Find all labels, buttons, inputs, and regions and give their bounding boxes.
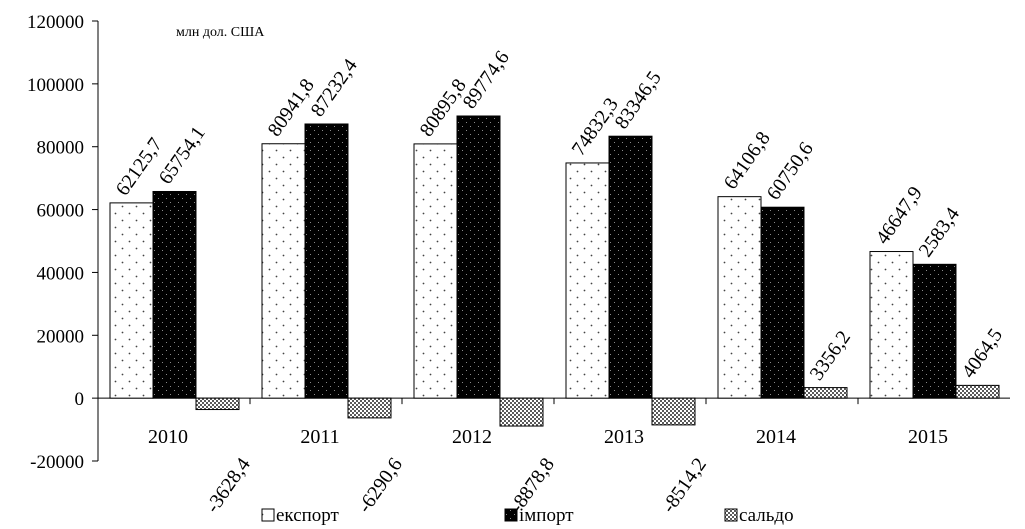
bar-експорт-2014 bbox=[717, 196, 762, 399]
y-tick-label: 20000 bbox=[37, 326, 85, 347]
legend-swatch-експорт bbox=[261, 508, 275, 522]
data-label-імпорт: 83346,5 bbox=[611, 67, 666, 133]
category-label: 2012 bbox=[452, 426, 492, 448]
y-tick-label: 60000 bbox=[37, 201, 85, 222]
bar-імпорт-2010 bbox=[152, 190, 197, 399]
unit-label: млн дол. США bbox=[176, 25, 265, 40]
data-label-сальдо: 3356,2 bbox=[806, 327, 856, 385]
category-label: 2010 bbox=[148, 426, 188, 448]
y-tick-label: 80000 bbox=[37, 138, 85, 159]
bar-сальдо-2010 bbox=[195, 397, 240, 411]
bar-імпорт-2013 bbox=[608, 135, 653, 399]
y-tick-label: 120000 bbox=[27, 12, 84, 33]
bar-імпорт-2011 bbox=[304, 123, 349, 399]
data-label-сальдо: 4064,5 bbox=[958, 325, 1008, 383]
category-label: 2011 bbox=[300, 426, 339, 448]
legend-label-експорт: експорт bbox=[276, 505, 340, 526]
bar-імпорт-2012 bbox=[456, 115, 501, 399]
category-label: 2014 bbox=[756, 426, 796, 448]
bar-сальдо-2012 bbox=[499, 397, 544, 427]
bar-експорт-2013 bbox=[565, 162, 610, 399]
bar-сальдо-2015 bbox=[955, 384, 1000, 399]
data-label-імпорт: 65754,1 bbox=[155, 122, 210, 188]
bar-сальдо-2013 bbox=[651, 397, 696, 426]
y-tick-label: 0 bbox=[75, 389, 85, 410]
bar-імпорт-2014 bbox=[760, 206, 805, 399]
y-tick-label: 100000 bbox=[27, 75, 84, 96]
bar-експорт-2012 bbox=[413, 143, 458, 399]
bar-сальдо-2014 bbox=[803, 387, 848, 399]
data-label-експорт: 62125,7 bbox=[112, 134, 167, 200]
y-axis-ticks: 120000 100000 80000 60000 40000 20000 0 -20000 bbox=[27, 12, 98, 473]
legend: експорт імпорт сальдо bbox=[261, 505, 794, 526]
data-label-імпорт: 2583,4 bbox=[915, 204, 965, 262]
data-label-імпорт: 89774,6 bbox=[459, 47, 514, 113]
bar-сальдо-2011 bbox=[347, 397, 392, 419]
category-labels: 2010 2011 2012 2013 2014 2015 bbox=[97, 398, 948, 448]
category-label: 2015 bbox=[908, 426, 948, 448]
category-label: 2013 bbox=[604, 426, 644, 448]
data-label-сальдо: -6290,6 bbox=[354, 454, 407, 517]
data-label-експорт: 46647,9 bbox=[872, 183, 927, 249]
legend-swatch-імпорт bbox=[504, 508, 518, 522]
y-tick-label: -20000 bbox=[30, 452, 84, 473]
bars bbox=[109, 115, 1000, 427]
data-label-сальдо: -8514,2 bbox=[658, 454, 711, 517]
data-label-експорт: 64106,8 bbox=[720, 128, 775, 194]
bar-експорт-2015 bbox=[869, 251, 914, 399]
legend-label-сальдо: сальдо bbox=[739, 505, 794, 526]
bar-експорт-2010 bbox=[109, 202, 154, 399]
y-tick-label: 40000 bbox=[37, 263, 85, 284]
legend-swatch-сальдо bbox=[724, 508, 738, 522]
legend-label-імпорт: імпорт bbox=[519, 505, 574, 526]
bar-експорт-2011 bbox=[261, 143, 306, 399]
data-label-сальдо: -3628,4 bbox=[202, 454, 255, 517]
bar-імпорт-2015 bbox=[912, 263, 957, 399]
data-label-імпорт: 60750,6 bbox=[763, 138, 818, 204]
